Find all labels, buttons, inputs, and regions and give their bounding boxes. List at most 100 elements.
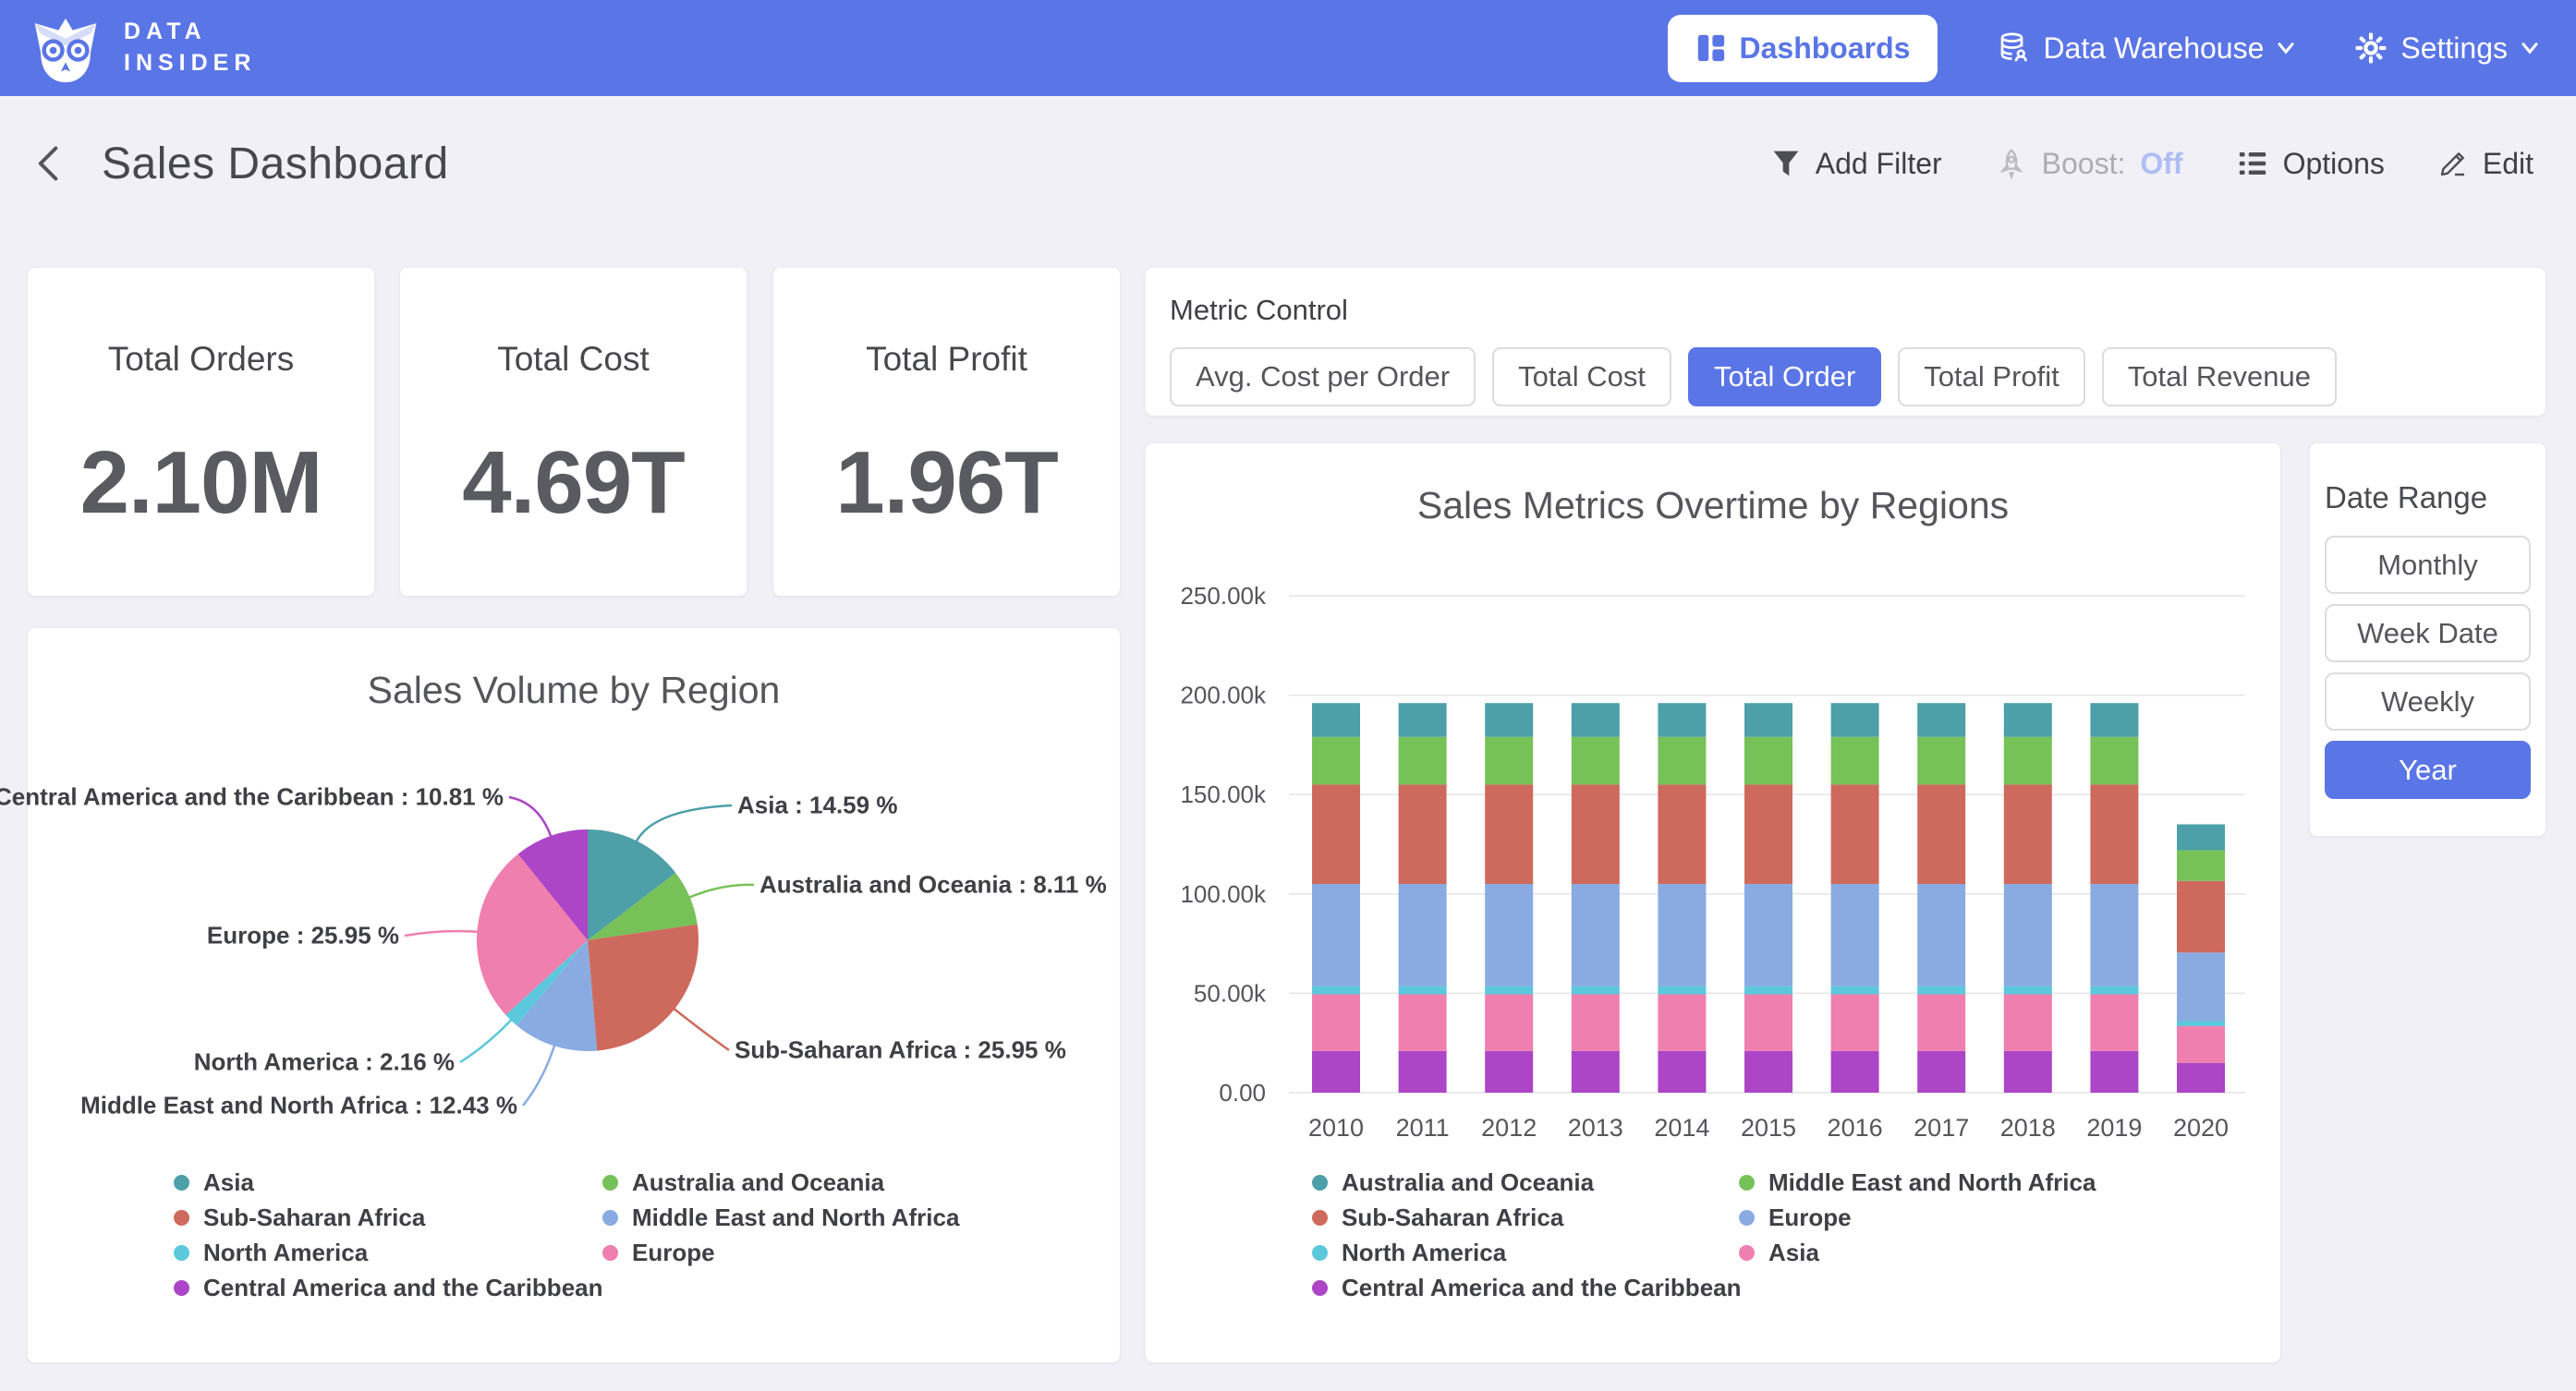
bar-segment[interactable] <box>1485 884 1533 986</box>
bar-segment[interactable] <box>2004 737 2052 785</box>
bar-segment[interactable] <box>1485 703 1533 737</box>
bar-segment[interactable] <box>1744 884 1792 986</box>
bar-legend-item[interactable]: Australia and Oceania <box>1312 1165 1739 1200</box>
bar-segment[interactable] <box>2177 1063 2225 1093</box>
date-button-monthly[interactable]: Monthly <box>2325 536 2531 594</box>
date-button-weekly[interactable]: Weekly <box>2325 672 2531 731</box>
bar-segment[interactable] <box>1312 737 1360 785</box>
bar-segment[interactable] <box>1658 994 1706 1050</box>
bar-segment[interactable] <box>1744 1051 1792 1093</box>
bar-segment[interactable] <box>1744 703 1792 737</box>
add-filter-button[interactable]: Add Filter <box>1771 147 1942 181</box>
bar-segment[interactable] <box>1658 703 1706 737</box>
bar-segment[interactable] <box>2004 784 2052 884</box>
bar-segment[interactable] <box>1658 986 1706 995</box>
bar-segment[interactable] <box>1917 994 1965 1050</box>
boost-toggle[interactable]: Boost: Off <box>1996 147 2183 181</box>
metric-button-avg-cost-per-order[interactable]: Avg. Cost per Order <box>1170 347 1476 406</box>
bar-segment[interactable] <box>1399 737 1447 785</box>
pie-slice[interactable] <box>588 925 699 1051</box>
bar-segment[interactable] <box>1917 784 1965 884</box>
nav-dashboards[interactable]: Dashboards <box>1668 15 1938 82</box>
bar-segment[interactable] <box>1399 784 1447 884</box>
bar-segment[interactable] <box>1831 884 1879 986</box>
bar-segment[interactable] <box>1744 994 1792 1050</box>
bar-legend-item[interactable]: Sub-Saharan Africa <box>1312 1200 1739 1235</box>
bar-segment[interactable] <box>2004 884 2052 986</box>
nav-settings[interactable]: Settings <box>2354 31 2539 66</box>
bar-segment[interactable] <box>1658 737 1706 785</box>
bar-segment[interactable] <box>1572 1051 1620 1093</box>
stacked-bar-chart[interactable]: 250.00k200.00k150.00k100.00k50.00k0.0020… <box>1146 554 2280 1155</box>
bar-legend-item[interactable]: Middle East and North Africa <box>1739 1165 2096 1200</box>
bar-segment[interactable] <box>1312 986 1360 995</box>
bar-legend-item[interactable]: Europe <box>1739 1200 2096 1235</box>
metric-button-total-cost[interactable]: Total Cost <box>1492 347 1671 406</box>
bar-segment[interactable] <box>1917 737 1965 785</box>
bar-segment[interactable] <box>1572 737 1620 785</box>
bar-segment[interactable] <box>2090 703 2138 737</box>
bar-segment[interactable] <box>1917 986 1965 995</box>
bar-segment[interactable] <box>2004 986 2052 995</box>
bar-segment[interactable] <box>1485 784 1533 884</box>
bar-segment[interactable] <box>1831 1051 1879 1093</box>
bar-segment[interactable] <box>1831 737 1879 785</box>
bar-segment[interactable] <box>1658 884 1706 986</box>
pie-legend-item[interactable]: Asia <box>174 1165 602 1200</box>
pie-legend-item[interactable]: Central America and the Caribbean <box>174 1270 602 1305</box>
bar-segment[interactable] <box>1572 994 1620 1050</box>
bar-legend-item[interactable]: Asia <box>1739 1235 2096 1270</box>
bar-segment[interactable] <box>1399 986 1447 995</box>
bar-segment[interactable] <box>1831 784 1879 884</box>
bar-segment[interactable] <box>1744 737 1792 785</box>
bar-segment[interactable] <box>2090 1051 2138 1093</box>
pie-legend-item[interactable]: Europe <box>602 1235 959 1270</box>
bar-segment[interactable] <box>1485 1051 1533 1093</box>
date-button-week-date[interactable]: Week Date <box>2325 604 2531 662</box>
bar-legend-item[interactable]: North America <box>1312 1235 1739 1270</box>
metric-button-total-revenue[interactable]: Total Revenue <box>2102 347 2337 406</box>
nav-data-warehouse[interactable]: Data Warehouse <box>1997 31 2295 66</box>
bar-segment[interactable] <box>2177 1026 2225 1063</box>
edit-button[interactable]: Edit <box>2438 147 2533 181</box>
bar-segment[interactable] <box>1917 884 1965 986</box>
bar-segment[interactable] <box>1399 1051 1447 1093</box>
bar-segment[interactable] <box>2090 737 2138 785</box>
bar-segment[interactable] <box>1744 784 1792 884</box>
date-button-year[interactable]: Year <box>2325 741 2531 799</box>
pie-legend-item[interactable]: North America <box>174 1235 602 1270</box>
bar-segment[interactable] <box>1312 1051 1360 1093</box>
bar-segment[interactable] <box>1572 884 1620 986</box>
bar-segment[interactable] <box>1485 994 1533 1050</box>
bar-segment[interactable] <box>2004 703 2052 737</box>
bar-segment[interactable] <box>1485 737 1533 785</box>
bar-segment[interactable] <box>1658 784 1706 884</box>
bar-segment[interactable] <box>1917 1051 1965 1093</box>
bar-segment[interactable] <box>2177 850 2225 880</box>
bar-segment[interactable] <box>1572 986 1620 995</box>
bar-segment[interactable] <box>1831 986 1879 995</box>
bar-segment[interactable] <box>1312 703 1360 737</box>
bar-segment[interactable] <box>1572 784 1620 884</box>
back-button[interactable] <box>31 143 67 184</box>
bar-segment[interactable] <box>2177 952 2225 1021</box>
bar-segment[interactable] <box>1399 703 1447 737</box>
bar-segment[interactable] <box>1312 784 1360 884</box>
options-button[interactable]: Options <box>2237 147 2385 181</box>
bar-segment[interactable] <box>2177 1022 2225 1026</box>
metric-button-total-profit[interactable]: Total Profit <box>1898 347 2084 406</box>
bar-segment[interactable] <box>1399 994 1447 1050</box>
bar-segment[interactable] <box>1312 884 1360 986</box>
bar-segment[interactable] <box>2090 784 2138 884</box>
bar-segment[interactable] <box>2004 994 2052 1050</box>
bar-segment[interactable] <box>1485 986 1533 995</box>
bar-segment[interactable] <box>2090 986 2138 995</box>
bar-segment[interactable] <box>2004 1051 2052 1093</box>
bar-segment[interactable] <box>2177 824 2225 850</box>
bar-segment[interactable] <box>1744 986 1792 995</box>
pie-legend-item[interactable]: Middle East and North Africa <box>602 1200 959 1235</box>
bar-segment[interactable] <box>1831 994 1879 1050</box>
bar-segment[interactable] <box>1399 884 1447 986</box>
bar-segment[interactable] <box>1572 703 1620 737</box>
bar-segment[interactable] <box>1658 1051 1706 1093</box>
